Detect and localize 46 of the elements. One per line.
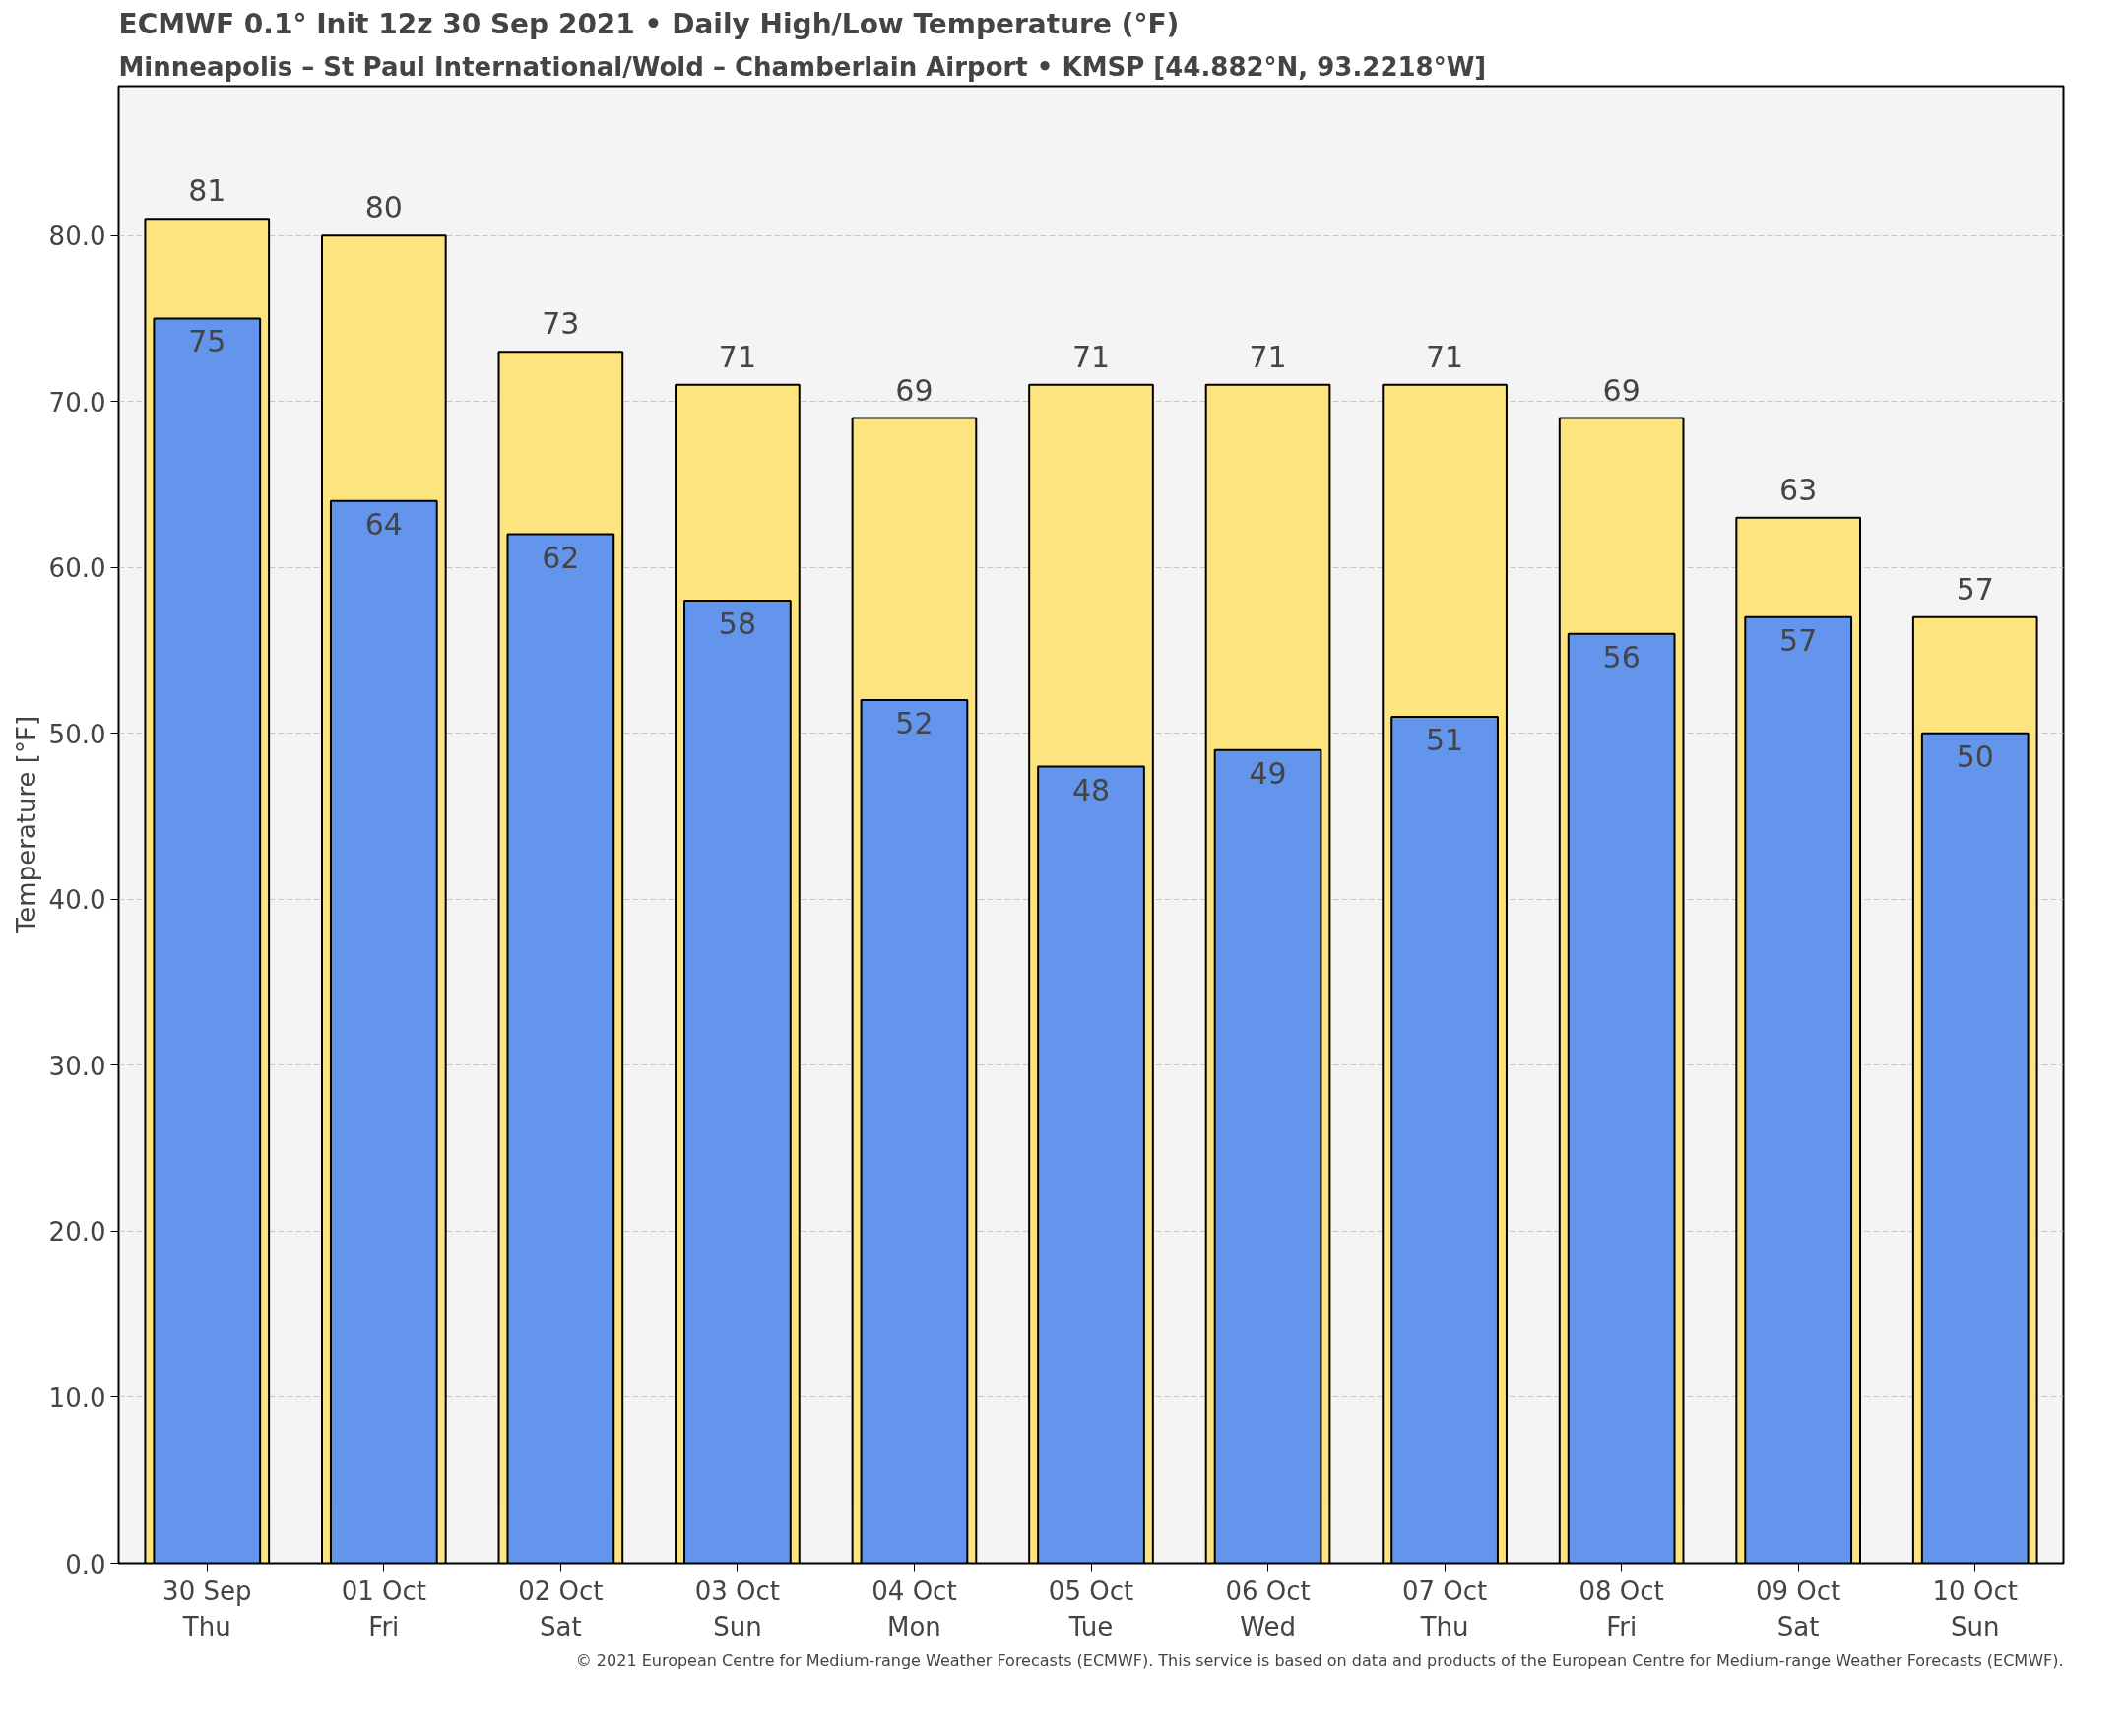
y-tick-label: 30.0 <box>48 1051 106 1081</box>
data-label: 71 <box>1426 339 1464 374</box>
y-tick-label: 80.0 <box>48 222 106 252</box>
y-tick-label: 0.0 <box>65 1549 106 1579</box>
data-label: 56 <box>1602 639 1641 675</box>
data-label: 75 <box>188 324 226 359</box>
data-label: 71 <box>1249 339 1287 374</box>
data-label: 62 <box>542 540 580 575</box>
chart-title: ECMWF 0.1° Init 12z 30 Sep 2021 • Daily High/Low Temperature (°F) <box>118 7 1180 40</box>
data-label: 81 <box>188 173 226 209</box>
data-label: 63 <box>1779 472 1818 507</box>
x-tick-label: 05 Oct Tue <box>1048 1575 1134 1641</box>
x-tick-label: 04 Oct Mon <box>871 1575 957 1641</box>
y-tick-label: 20.0 <box>48 1217 106 1248</box>
data-label: 73 <box>542 306 580 342</box>
chart-subtitle: Minneapolis – St Paul International/Wold – Chamberlain Airport • KMSP [44.882°N, 93.2218°W] <box>118 51 1487 82</box>
data-label: 71 <box>718 339 757 374</box>
y-tick-label: 50.0 <box>48 719 106 749</box>
data-label: 58 <box>718 606 757 641</box>
x-tick-label: 30 Sep Thu <box>162 1575 252 1641</box>
data-label: 51 <box>1426 722 1464 757</box>
y-tick-label: 10.0 <box>48 1382 106 1413</box>
y-tick-label: 60.0 <box>48 553 106 584</box>
data-label: 48 <box>1071 772 1111 807</box>
x-tick-label: 09 Oct Sat <box>1756 1575 1841 1641</box>
data-label: 69 <box>895 372 934 408</box>
x-tick-label: 01 Oct Fri <box>341 1575 426 1641</box>
data-label: 57 <box>1956 571 1994 607</box>
data-label: 49 <box>1249 755 1287 791</box>
x-tick-label: 10 Oct Sun <box>1932 1575 2018 1641</box>
data-label: 50 <box>1956 739 1994 774</box>
data-label: 69 <box>1602 372 1641 408</box>
x-tick-label: 03 Oct Sun <box>694 1575 781 1641</box>
data-label: 80 <box>364 190 403 225</box>
data-label: 71 <box>1071 339 1111 374</box>
x-tick-label: 08 Oct Fri <box>1579 1575 1664 1641</box>
x-tick-label: 07 Oct Thu <box>1401 1575 1488 1641</box>
data-label: 52 <box>895 706 934 741</box>
data-label: 64 <box>364 506 403 542</box>
text: © 2021 European Centre for Medium-range Weather Forecasts (ECMWF). This service is based on data and products of the European Centre for Medium-range Weather Forecasts (ECMWF). <box>575 1650 2064 1670</box>
x-tick-label: 06 Oct Wed <box>1225 1575 1311 1641</box>
y-axis-title: Temperature [°F] <box>11 715 41 935</box>
data-label: 57 <box>1779 622 1818 658</box>
y-tick-label: 40.0 <box>48 885 106 916</box>
y-tick-label: 70.0 <box>48 387 106 418</box>
x-tick-label: 02 Oct Sat <box>518 1575 604 1641</box>
